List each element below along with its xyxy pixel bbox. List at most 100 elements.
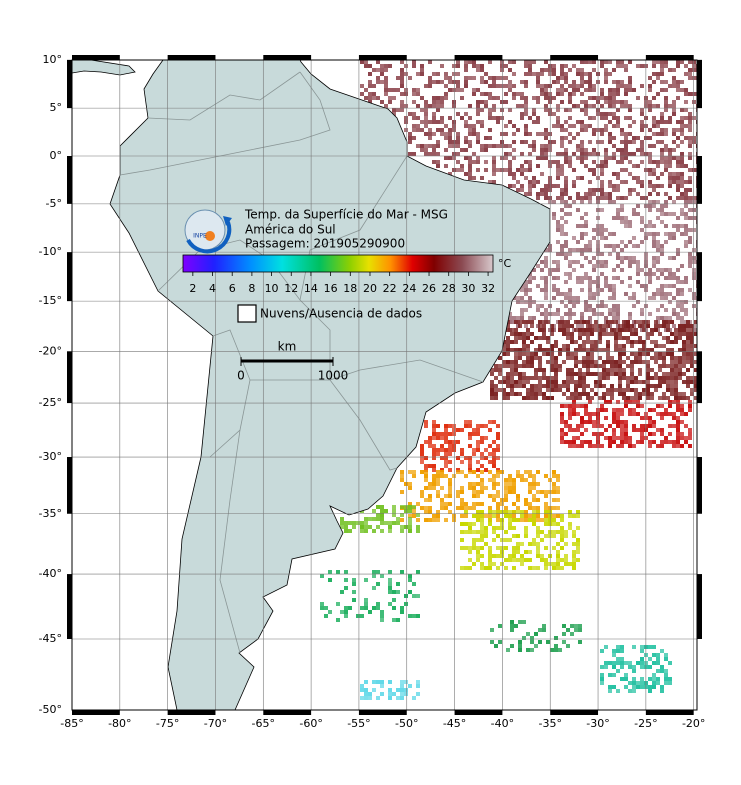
- sst-pixel: [676, 180, 680, 184]
- sst-pixel: [476, 140, 480, 144]
- sst-pixel: [522, 336, 526, 340]
- sst-pixel: [556, 276, 560, 280]
- sst-pixel: [630, 352, 634, 356]
- sst-pixel: [664, 673, 668, 677]
- sst-pixel: [520, 80, 524, 84]
- sst-pixel: [564, 204, 568, 208]
- sst-pixel: [678, 360, 682, 364]
- sst-pixel: [468, 456, 472, 460]
- sst-pixel: [616, 100, 620, 104]
- sst-pixel: [514, 360, 518, 364]
- lon-tick-label: -80°: [108, 717, 131, 730]
- sst-pixel: [392, 88, 396, 92]
- sst-pixel: [572, 428, 576, 432]
- sst-pixel: [544, 566, 548, 570]
- sst-pixel: [638, 324, 642, 328]
- sst-pixel: [562, 328, 566, 332]
- sst-pixel: [512, 92, 516, 96]
- sst-pixel: [654, 328, 658, 332]
- sst-pixel: [664, 436, 668, 440]
- sst-pixel: [586, 328, 590, 332]
- sst-pixel: [672, 308, 676, 312]
- sst-pixel: [536, 116, 540, 120]
- sst-pixel: [512, 140, 516, 144]
- sst-pixel: [584, 196, 588, 200]
- sst-pixel: [576, 436, 580, 440]
- sst-pixel: [500, 116, 504, 120]
- sst-pixel: [648, 200, 652, 204]
- sst-pixel: [608, 120, 612, 124]
- sst-pixel: [492, 168, 496, 172]
- sst-pixel: [432, 160, 436, 164]
- sst-pixel: [670, 360, 674, 364]
- sst-pixel: [448, 478, 452, 482]
- sst-pixel: [694, 380, 697, 384]
- sst-pixel: [640, 681, 644, 685]
- sst-pixel: [500, 498, 504, 502]
- sst-pixel: [586, 396, 590, 400]
- sst-pixel: [676, 400, 680, 404]
- sst-pixel: [508, 538, 512, 542]
- sst-pixel: [620, 84, 624, 88]
- sst-pixel: [632, 665, 636, 669]
- sst-pixel: [594, 320, 598, 324]
- sst-pixel: [540, 192, 544, 196]
- sst-pixel: [510, 340, 514, 344]
- sst-pixel: [656, 308, 660, 312]
- sst-pixel: [600, 224, 604, 228]
- sst-pixel: [500, 470, 504, 474]
- sst-pixel: [420, 494, 424, 498]
- sst-pixel: [516, 498, 520, 502]
- sst-pixel: [652, 685, 656, 689]
- sst-pixel: [550, 332, 554, 336]
- sst-pixel: [518, 392, 522, 396]
- sst-pixel: [656, 653, 660, 657]
- sst-pixel: [506, 360, 510, 364]
- sst-pixel: [508, 518, 512, 522]
- sst-pixel: [608, 244, 612, 248]
- sst-pixel: [448, 432, 452, 436]
- sst-pixel: [608, 284, 612, 288]
- sst-pixel: [328, 578, 332, 582]
- sst-pixel: [660, 296, 664, 300]
- sst-pixel: [616, 661, 620, 665]
- colorbar-unit: °C: [498, 257, 512, 270]
- sst-pixel: [500, 554, 504, 558]
- sst-pixel: [564, 272, 568, 276]
- sst-pixel: [608, 436, 612, 440]
- sst-pixel: [572, 236, 576, 240]
- sst-pixel: [436, 152, 440, 156]
- sst-pixel: [400, 684, 404, 688]
- sst-pixel: [560, 208, 564, 212]
- sst-pixel: [372, 68, 376, 72]
- sst-pixel: [512, 132, 516, 136]
- sst-pixel: [556, 224, 560, 228]
- sst-pixel: [380, 614, 384, 618]
- sst-pixel: [586, 356, 590, 360]
- sst-pixel: [522, 352, 526, 356]
- sst-pixel: [556, 514, 560, 518]
- sst-pixel: [686, 348, 690, 352]
- sst-pixel: [448, 116, 452, 120]
- sst-pixel: [612, 428, 616, 432]
- sst-pixel: [530, 648, 534, 652]
- sst-pixel: [604, 260, 608, 264]
- sst-pixel: [380, 509, 384, 513]
- sst-pixel: [536, 550, 540, 554]
- sst-pixel: [612, 112, 616, 116]
- sst-pixel: [612, 144, 616, 148]
- sst-pixel: [502, 348, 506, 352]
- sst-pixel: [680, 164, 684, 168]
- sst-pixel: [574, 628, 578, 632]
- sst-pixel: [452, 80, 456, 84]
- sst-pixel: [688, 196, 692, 200]
- sst-pixel: [336, 570, 340, 574]
- sst-pixel: [600, 160, 604, 164]
- colorbar-tick-label: 18: [343, 282, 357, 295]
- sst-pixel: [676, 196, 680, 200]
- sst-pixel: [572, 184, 576, 188]
- sst-pixel: [518, 640, 522, 644]
- sst-pixel: [676, 280, 680, 284]
- sst-pixel: [604, 60, 608, 64]
- sst-pixel: [632, 296, 636, 300]
